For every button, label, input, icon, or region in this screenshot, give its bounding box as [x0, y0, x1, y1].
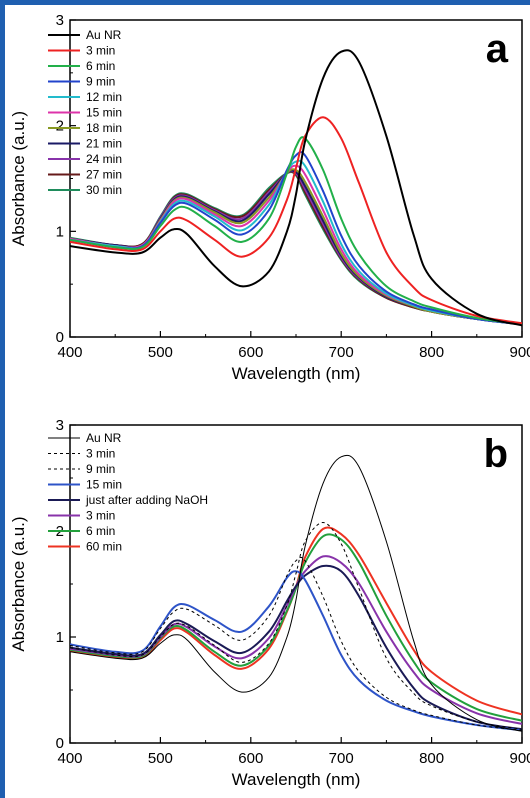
y-axis-label: Absorbance (a.u.)	[9, 516, 28, 651]
x-tick-label: 700	[329, 344, 354, 361]
x-tick-label: 800	[419, 750, 444, 767]
y-tick-label: 3	[56, 12, 64, 29]
legend-label: 12 min	[86, 90, 122, 104]
legend-label: 15 min	[86, 478, 122, 492]
x-tick-label: 600	[238, 750, 263, 767]
x-tick-label: 900	[509, 750, 530, 767]
y-tick-label: 3	[56, 417, 64, 434]
series-line	[70, 454, 522, 732]
x-axis-label: Wavelength (nm)	[232, 364, 361, 383]
x-tick-label: 400	[57, 750, 82, 767]
y-tick-label: 0	[56, 735, 64, 752]
y-tick-label: 1	[56, 223, 64, 240]
x-tick-label: 400	[57, 344, 82, 361]
panel-label: b	[484, 432, 508, 476]
x-tick-label: 600	[238, 344, 263, 361]
legend-label: 6 min	[86, 59, 115, 73]
legend-label: 24 min	[86, 152, 122, 166]
series-line	[70, 570, 522, 732]
series-group	[70, 49, 522, 327]
legend-label: 9 min	[86, 462, 115, 476]
legend-label: 27 min	[86, 168, 122, 182]
legend-label: Au NR	[86, 28, 122, 42]
legend-label: 3 min	[86, 509, 115, 523]
x-axis-label: Wavelength (nm)	[232, 770, 361, 789]
legend-label: Au NR	[86, 431, 122, 445]
x-tick-label: 900	[509, 344, 530, 361]
chart-panel-a: 400 500 600 700 800 900 0 1 2 3 Wavelength (nm) Abs…	[9, 12, 530, 383]
series-line	[70, 556, 522, 731]
x-tick-label: 800	[419, 344, 444, 361]
legend-label: 15 min	[86, 106, 122, 120]
chart-panel-b: 4005006007008009000123Wavelength (nm)Abs…	[9, 417, 530, 789]
y-tick-label: 0	[56, 329, 64, 346]
panel-label: a	[486, 27, 509, 71]
x-tick-label: 500	[148, 750, 173, 767]
legend-label: 9 min	[86, 75, 115, 89]
series-line	[70, 555, 522, 725]
legend-label: 21 min	[86, 137, 122, 151]
series-line	[70, 564, 522, 731]
y-axis-label: Absorbance (a.u.)	[9, 111, 28, 246]
y-tick-label: 1	[56, 629, 64, 646]
legend-label: 3 min	[86, 447, 115, 461]
legend-label: 3 min	[86, 44, 115, 58]
legend-label: 18 min	[86, 121, 122, 135]
legend-label: 30 min	[86, 183, 122, 197]
legend-label: 6 min	[86, 524, 115, 538]
series-line	[70, 526, 522, 716]
x-tick-label: 700	[329, 750, 354, 767]
legend-label: 60 min	[86, 540, 122, 554]
series-line	[70, 136, 522, 326]
series-line	[70, 116, 522, 325]
plot-frame	[69, 19, 523, 338]
series-line	[70, 49, 522, 327]
series-group	[70, 454, 522, 732]
legend-label: just after adding NaOH	[85, 493, 208, 507]
x-tick-label: 500	[148, 344, 173, 361]
series-line	[70, 521, 522, 730]
series-line	[70, 533, 522, 722]
y-tick-label: 2	[56, 118, 64, 135]
